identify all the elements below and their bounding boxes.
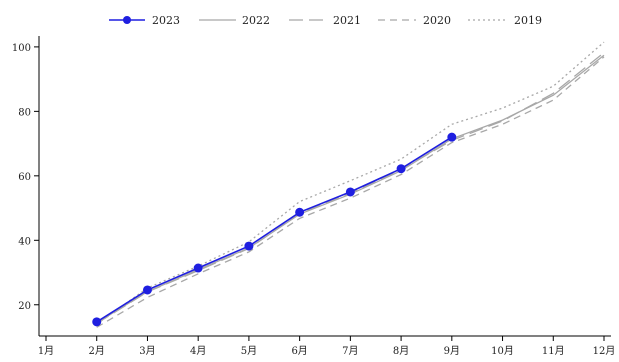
data-point-2023 <box>447 132 457 142</box>
y-tick-label: 40 <box>18 236 31 247</box>
x-tick-label: 3月 <box>139 345 155 357</box>
x-tick-label: 9月 <box>444 345 460 357</box>
legend-label: 2019 <box>514 14 542 27</box>
legend: 2023 2022 2021 2020 2019 <box>109 14 542 27</box>
legend-item-2020: 2020 <box>378 14 451 27</box>
data-point-2023 <box>295 207 305 217</box>
legend-label: 2021 <box>333 14 361 27</box>
x-tick-label: 8月 <box>393 345 409 357</box>
series-line-2019 <box>96 41 605 325</box>
x-tick-label: 5月 <box>241 345 257 357</box>
legend-label: 2022 <box>242 14 270 27</box>
data-point-2023 <box>396 164 406 174</box>
x-tick-label: 7月 <box>342 345 358 357</box>
y-tick-label: 60 <box>18 172 31 183</box>
y-axis-ticks: 20 40 60 80 100 <box>12 43 39 312</box>
series-line-2023 <box>96 136 453 323</box>
series-layer <box>92 41 605 328</box>
legend-marker <box>123 16 131 24</box>
x-tick-label: 1月 <box>38 345 54 357</box>
axes: 20 40 60 80 100 1月 2月 3月 4月 5月 6月 7月 8月 9月 10月 11月 12月 <box>12 36 615 357</box>
legend-item-2022: 2022 <box>199 14 270 27</box>
x-tick-label: 11月 <box>542 345 565 357</box>
data-point-2023 <box>92 317 102 327</box>
series-2020 <box>96 56 605 328</box>
y-tick-label: 20 <box>18 301 31 312</box>
legend-item-2023: 2023 <box>109 14 180 27</box>
x-tick-label: 10月 <box>491 345 514 357</box>
legend-item-2019: 2019 <box>468 14 542 27</box>
y-tick-label: 80 <box>18 107 31 118</box>
series-line-2020 <box>96 56 605 328</box>
data-point-2023 <box>193 263 203 273</box>
series-2019 <box>96 41 605 325</box>
data-point-2023 <box>345 187 355 197</box>
y-tick-label: 100 <box>12 43 31 54</box>
legend-item-2021: 2021 <box>289 14 361 27</box>
legend-label: 2023 <box>152 14 180 27</box>
legend-label: 2020 <box>423 14 451 27</box>
x-tick-label: 6月 <box>291 345 307 357</box>
data-point-2023 <box>244 241 254 251</box>
x-tick-label: 2月 <box>89 345 105 357</box>
x-tick-label: 12月 <box>593 345 616 357</box>
series-2023 <box>92 132 457 327</box>
x-tick-label: 4月 <box>190 345 206 357</box>
x-axis-ticks: 1月 2月 3月 4月 5月 6月 7月 8月 9月 10月 11月 12月 <box>38 336 616 357</box>
data-point-2023 <box>142 285 152 295</box>
